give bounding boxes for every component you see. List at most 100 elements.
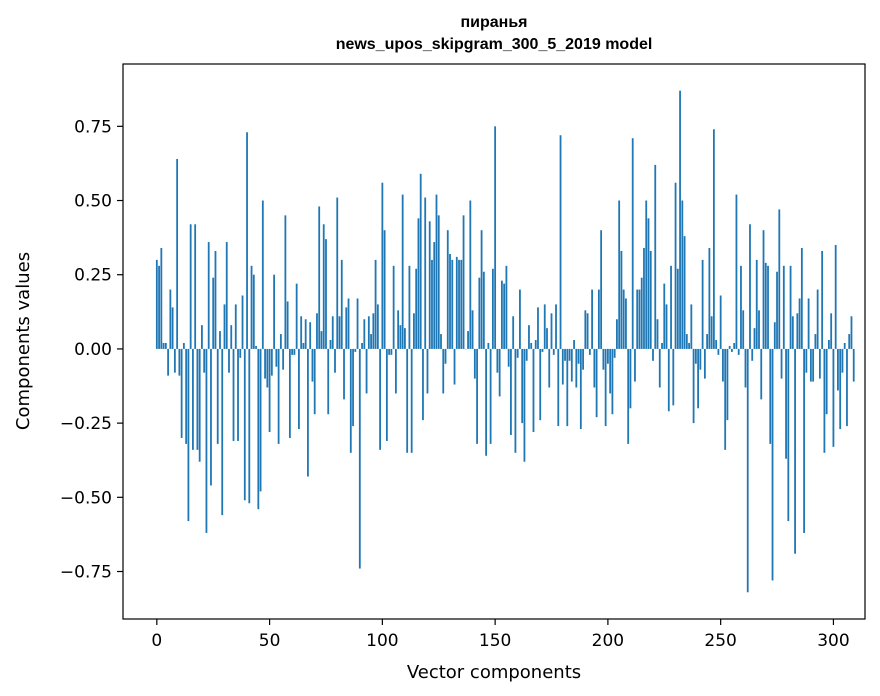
bar-component-75 — [325, 239, 327, 349]
bar-component-28 — [219, 331, 221, 349]
bar-component-79 — [334, 348, 336, 373]
bar-component-147 — [487, 342, 490, 349]
bar-component-205 — [618, 200, 621, 349]
bar-component-209 — [627, 348, 630, 444]
bar-component-284 — [796, 313, 799, 349]
bar-component-234 — [683, 236, 686, 349]
bar-component-30 — [223, 304, 226, 349]
bar-component-8 — [173, 348, 176, 373]
bar-component-149 — [491, 268, 494, 349]
bar-component-225 — [663, 283, 666, 349]
bar-component-67 — [307, 348, 309, 477]
bar-component-7 — [171, 307, 174, 349]
bar-component-212 — [634, 348, 636, 382]
bar-component-35 — [234, 304, 237, 349]
bar-component-134 — [458, 259, 460, 349]
bar-component-2 — [160, 248, 163, 349]
bar-component-53 — [275, 348, 278, 367]
bar-component-245 — [708, 248, 711, 349]
bar-component-289 — [807, 298, 810, 349]
bar-component-78 — [331, 316, 334, 349]
bar-component-170 — [539, 348, 542, 421]
bar-component-243 — [703, 348, 706, 379]
bar-component-223 — [658, 348, 661, 388]
bar-component-32 — [228, 348, 230, 373]
bar-component-282 — [791, 316, 794, 349]
bar-component-45 — [257, 348, 260, 510]
chart-title-block: пиранья news_upos_skipgram_300_5_2019 mo… — [123, 12, 865, 56]
bar-component-130 — [449, 253, 451, 349]
bar-component-269 — [762, 230, 765, 349]
bar-component-140 — [471, 310, 474, 349]
bar-component-81 — [338, 316, 341, 349]
bar-component-24 — [210, 348, 212, 486]
bar-component-258 — [737, 348, 740, 355]
bar-component-121 — [428, 221, 431, 349]
bar-component-237 — [690, 304, 693, 349]
bar-component-103 — [388, 348, 391, 355]
bar-component-247 — [712, 129, 715, 349]
bar-component-65 — [302, 342, 305, 349]
bar-component-151 — [496, 348, 499, 373]
y-tick-label: −0.75 — [60, 563, 112, 583]
bar-component-213 — [636, 289, 639, 349]
bar-component-173 — [546, 328, 548, 349]
bar-component-189 — [582, 348, 584, 370]
bar-component-238 — [692, 348, 695, 424]
bar-component-71 — [316, 313, 318, 349]
bar-component-218 — [647, 218, 650, 349]
y-tick-label: −0.50 — [60, 488, 112, 508]
bar-component-114 — [413, 313, 415, 349]
bar-component-104 — [390, 348, 393, 355]
bar-component-36 — [237, 348, 239, 441]
chart-subtitle: news_upos_skipgram_300_5_2019 model — [335, 36, 653, 53]
bar-component-287 — [803, 348, 805, 533]
bar-component-175 — [550, 313, 553, 349]
bar-component-25 — [212, 277, 215, 349]
bar-component-263 — [749, 224, 751, 349]
bar-component-152 — [498, 348, 501, 397]
bar-component-129 — [446, 230, 449, 349]
bar-component-133 — [455, 256, 458, 349]
bar-component-74 — [322, 224, 325, 349]
bar-component-27 — [216, 348, 219, 444]
bar-component-271 — [767, 265, 769, 349]
bar-component-56 — [282, 348, 285, 370]
y-tick-label: 0.50 — [74, 192, 112, 212]
bar-component-301 — [834, 245, 837, 349]
bar-component-141 — [473, 348, 476, 379]
bars-group — [155, 90, 855, 593]
bar-component-135 — [460, 259, 463, 349]
x-tick-label: 250 — [704, 631, 736, 651]
bar-component-61 — [293, 348, 296, 355]
bar-component-248 — [715, 340, 718, 349]
bar-component-150 — [494, 126, 497, 349]
bar-component-107 — [397, 310, 400, 349]
bar-component-42 — [250, 265, 253, 349]
bar-component-92 — [363, 319, 366, 349]
bar-component-267 — [758, 310, 760, 349]
y-tick-label: 0.75 — [74, 117, 112, 137]
bar-component-46 — [259, 348, 262, 492]
bar-component-276 — [778, 209, 781, 349]
bar-component-261 — [744, 348, 747, 388]
bar-component-208 — [625, 298, 627, 349]
bar-component-229 — [672, 348, 675, 406]
bar-component-272 — [769, 348, 772, 444]
bar-component-176 — [552, 348, 555, 355]
bar-component-270 — [764, 262, 767, 349]
bar-component-239 — [694, 348, 697, 364]
bar-component-200 — [606, 348, 609, 364]
bar-component-305 — [843, 342, 846, 349]
bar-component-251 — [722, 348, 724, 382]
x-tick-label: 50 — [259, 631, 281, 651]
bar-component-157 — [510, 348, 512, 435]
bar-component-202 — [611, 348, 614, 415]
bar-component-279 — [785, 348, 787, 459]
bar-component-64 — [300, 316, 303, 349]
bar-component-55 — [279, 334, 282, 349]
bar-component-87 — [352, 348, 354, 427]
bar-component-43 — [252, 274, 255, 349]
bar-component-197 — [600, 230, 603, 349]
